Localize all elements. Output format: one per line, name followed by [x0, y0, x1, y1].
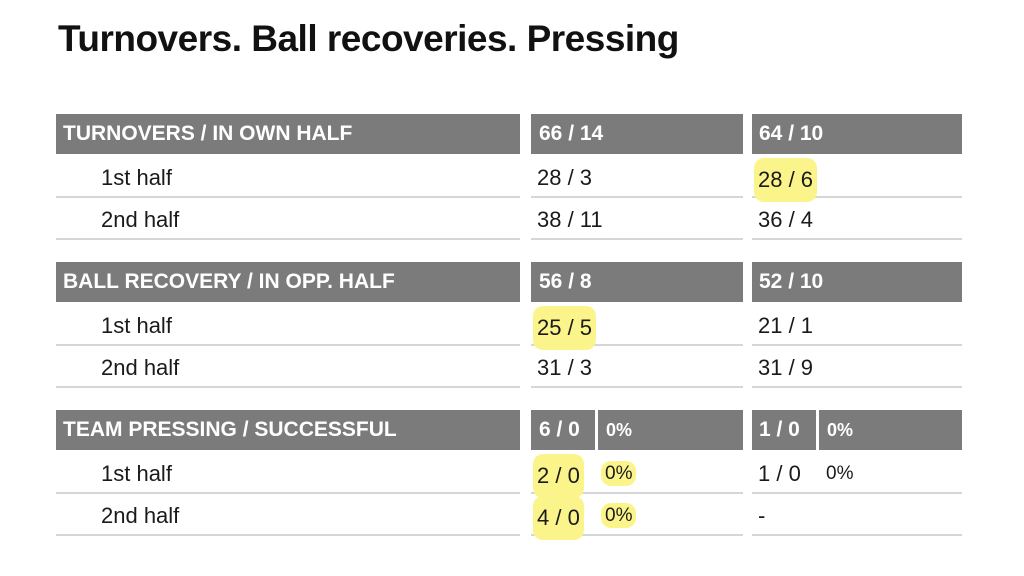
cell-value: 31 / 3: [537, 355, 593, 380]
highlighted-cell-value: 2 / 0: [533, 454, 584, 498]
row-value-team2: 31 / 9: [752, 348, 962, 388]
row-label: 2nd half: [56, 496, 520, 536]
row-label: 2nd half: [56, 348, 520, 388]
header-value: 6 / 0: [539, 418, 580, 441]
section-header-team2: 52 / 10: [752, 262, 962, 302]
highlighted-cell-value: 25 / 5: [533, 306, 597, 350]
highlighted-cell-value: 4 / 0: [533, 496, 584, 540]
section-header-label: BALL RECOVERY / IN OPP. HALF: [56, 262, 520, 302]
section-header-label: TURNOVERS / IN OWN HALF: [56, 114, 520, 154]
highlighted-percentage: 0%: [601, 503, 637, 528]
header-percentage: 0%: [816, 410, 853, 450]
section-header-team1: 6 / 0 0%: [531, 410, 743, 450]
highlighted-percentage: 0%: [601, 461, 637, 486]
row-value-team1: 28 / 3: [531, 158, 743, 198]
header-percentage: 0%: [595, 410, 632, 450]
cell-value: 28 / 3: [537, 165, 593, 190]
row-value-team2: 36 / 4: [752, 200, 962, 240]
row-value-team1: 31 / 3: [531, 348, 743, 388]
cell-value: 1 / 0: [758, 461, 801, 486]
row-value-team1: 4 / 0 0%: [531, 496, 743, 540]
section-header-team2: 64 / 10: [752, 114, 962, 154]
row-label: 2nd half: [56, 200, 520, 240]
cell-value: 36 / 4: [758, 207, 814, 232]
section-header-team2: 1 / 0 0%: [752, 410, 962, 450]
row-label: 1st half: [56, 454, 520, 494]
page-title: Turnovers. Ball recoveries. Pressing: [58, 18, 679, 59]
header-value: 1 / 0: [759, 418, 800, 441]
cell-value: -: [758, 503, 766, 528]
row-value-team2: 1 / 0 0%: [752, 454, 962, 494]
highlighted-cell-value: 28 / 6: [754, 158, 818, 202]
row-value-team2: -: [752, 496, 962, 536]
row-label: 1st half: [56, 158, 520, 198]
row-value-team1: 25 / 5: [531, 306, 743, 350]
cell-value: 31 / 9: [758, 355, 814, 380]
row-label: 1st half: [56, 306, 520, 346]
row-value-team1: 2 / 0 0%: [531, 454, 743, 498]
row-value-team2: 28 / 6: [752, 158, 962, 202]
section-header-team1: 66 / 14: [531, 114, 743, 154]
cell-value: 21 / 1: [758, 313, 814, 338]
row-value-team1: 38 / 11: [531, 200, 743, 240]
section-header-label: TEAM PRESSING / SUCCESSFUL: [56, 410, 520, 450]
section-header-team1: 56 / 8: [531, 262, 743, 302]
cell-value: 38 / 11: [537, 207, 603, 232]
row-value-team2: 21 / 1: [752, 306, 962, 346]
cell-percentage: 0%: [826, 463, 854, 484]
